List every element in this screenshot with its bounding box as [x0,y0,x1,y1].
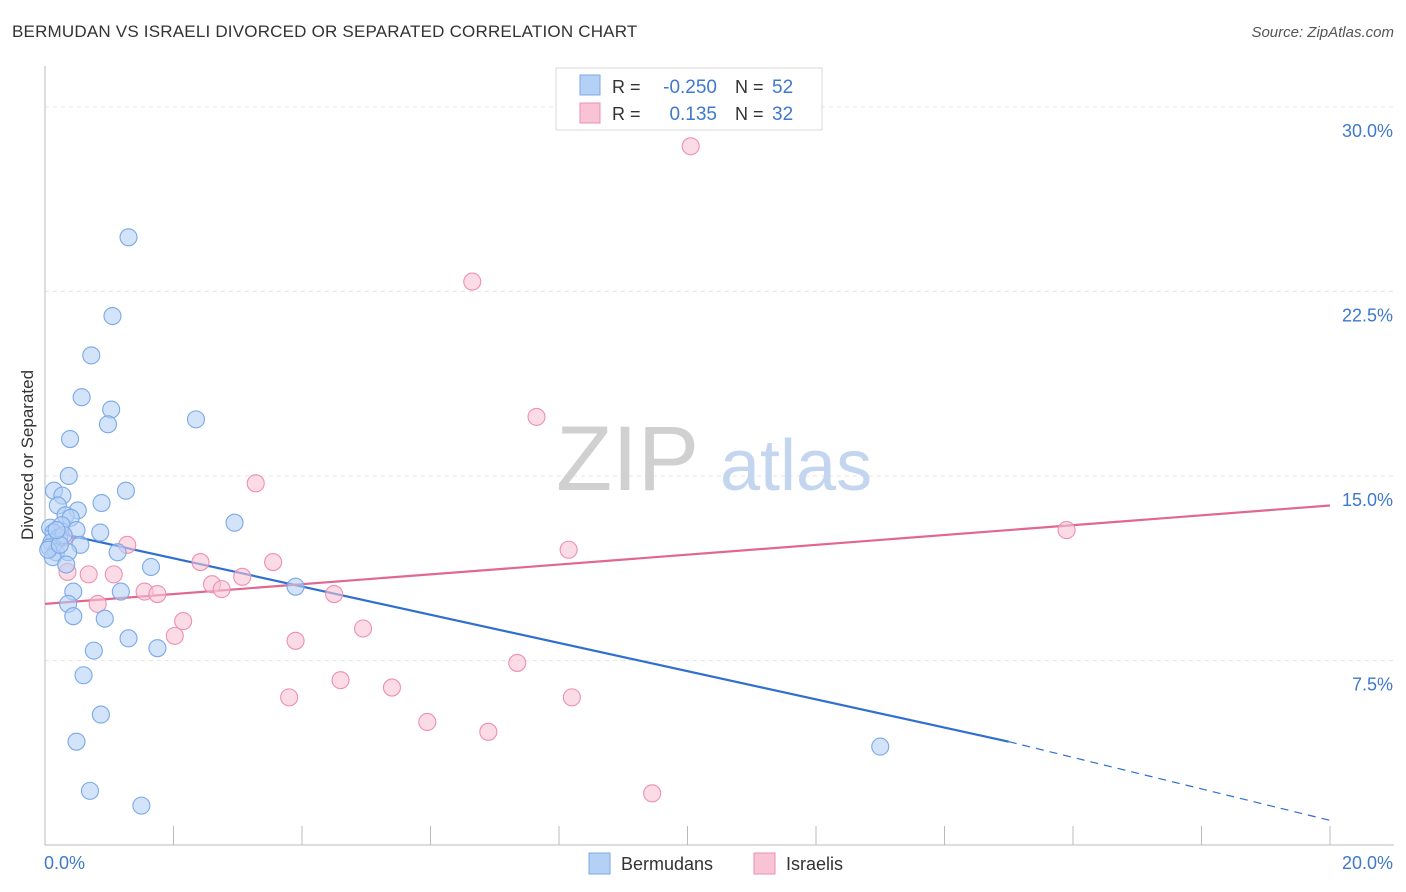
bermudans-point [92,493,111,513]
bermudans-point [98,415,118,434]
x-tick-label-min: 0.0% [44,853,85,873]
israelis-point [233,567,252,586]
bermudans-trend-line [44,529,1009,743]
legend-r-label-israelis: R = [612,104,641,124]
israelis-point [681,137,700,156]
bermudans-point [871,737,890,756]
bermudans-point [74,666,93,685]
stats-legend: R = -0.250 N = 52 R = 0.135 N = 32 [555,67,823,131]
bermudans-point [91,523,110,542]
legend-n-label-israelis: N = [735,104,764,124]
israelis-point [280,688,299,707]
bermudans-point [186,410,206,429]
israelis-swatch [579,102,601,124]
israelis-point [174,612,193,631]
israelis-point [643,784,662,803]
israelis-point [212,580,231,599]
y-tick-label: 7.5% [1352,674,1393,694]
israelis-point [559,540,578,559]
y-tick-label: 15.0% [1342,490,1393,510]
legend-israelis-label: Israelis [786,854,843,874]
watermark-zip: ZIP [556,408,699,510]
israelis-point [286,631,305,650]
bermudans-point [103,306,122,326]
bermudans-point [119,629,138,648]
bermudans-point [132,796,151,815]
bermudans-point [225,513,244,532]
legend-israelis-swatch [753,852,776,875]
bermudans-point [108,543,127,562]
bermudans-point [61,429,80,449]
bermudans-point [72,388,91,407]
israelis-point [191,553,210,572]
legend-n-label-bermudans: N = [735,77,764,97]
israelis-point [508,653,527,672]
chart-source: Source: ZipAtlas.com [1251,24,1394,41]
legend-n-value-israelis: 32 [772,104,793,125]
israelis-point [382,678,402,697]
y-tick-label: 30.0% [1342,121,1393,141]
bermudans-point [57,555,76,574]
israelis-trend-line [44,504,1331,605]
legend-bermudans-swatch [588,852,611,875]
bermudans-point [102,400,121,419]
israelis-points [55,137,1076,803]
bermudans-point [116,481,136,500]
israelis-point [148,584,167,604]
israelis-point [418,712,437,732]
bermudans-point [64,607,83,626]
bermudans-swatch [579,74,601,96]
israelis-point [88,594,107,613]
israelis-point [264,553,283,572]
bermudans-point [84,641,103,660]
legend-r-value-israelis: 0.135 [669,104,717,125]
bermudans-point [91,705,110,724]
bermudans-point [82,346,101,365]
bermudans-point [59,466,78,486]
israelis-point [1057,521,1076,540]
bermudans-points [39,228,890,815]
legend-r-value-bermudans: -0.250 [663,77,717,98]
y-tick-labels: 7.5% 15.0% 22.5% 30.0% [1342,121,1393,695]
bermudans-point [95,609,114,628]
bermudans-point [50,535,69,554]
bermudans-point [141,557,161,577]
israelis-point [353,619,373,638]
legend-r-label-bermudans: R = [612,77,641,97]
israelis-point [479,722,498,741]
israelis-point [104,565,123,584]
bermudans-point [47,521,66,540]
trend-lines [44,504,1331,821]
bermudans-point [80,781,100,800]
bermudans-trend-extension [1008,741,1331,821]
israelis-point [527,407,546,426]
y-axis-label: Divorced or Separated [18,370,37,540]
chart-title: BERMUDAN VS ISRAELI DIVORCED OR SEPARATE… [12,22,638,41]
series-legend: Bermudans Israelis [588,852,843,875]
israelis-point [562,688,581,707]
israelis-point [246,474,265,493]
israelis-point [325,584,344,604]
bermudans-point [148,639,167,658]
israelis-point [165,626,184,645]
axes [44,66,1394,846]
bermudans-point [119,228,138,247]
x-tick-label-max: 20.0% [1342,853,1393,873]
legend-n-value-bermudans: 52 [772,77,793,98]
israelis-point [331,671,350,690]
bermudans-point [111,582,130,601]
legend-bermudans-label: Bermudans [621,854,713,874]
israelis-point [79,565,98,584]
bermudans-point [67,732,86,751]
x-tick-labels: 0.0% 20.0% [44,853,1393,873]
y-tick-label: 22.5% [1342,305,1393,325]
watermark-atlas: atlas [720,426,872,506]
israelis-point [463,272,482,291]
bermudans-point [286,577,305,596]
